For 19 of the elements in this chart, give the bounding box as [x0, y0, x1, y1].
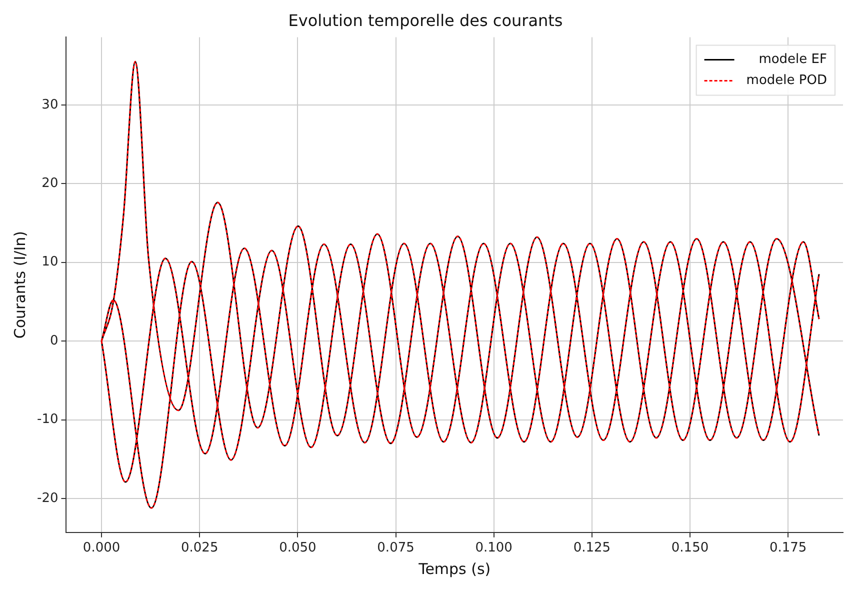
y-tick-label: -10: [37, 412, 58, 428]
chart-title: Evolution temporelle des courants: [288, 10, 563, 30]
x-tick-label: 0.100: [475, 540, 512, 556]
x-tick-label: 0.150: [671, 540, 709, 556]
x-axis-title: Temps (s): [418, 560, 491, 578]
legend-label: modele POD: [746, 73, 827, 88]
y-tick-label: 10: [42, 254, 58, 270]
legend-label: modele EF: [758, 52, 827, 68]
y-tick-label: 0: [50, 333, 58, 348]
y-tick-label: 20: [42, 176, 58, 192]
y-axis-title: Courants (I/In): [10, 230, 29, 339]
x-tick-label: 0.025: [181, 540, 218, 556]
x-tick-label: 0.175: [769, 540, 807, 556]
x-tick-label: 0.075: [377, 540, 414, 556]
y-tick-label: -20: [37, 490, 58, 506]
x-tick-label: 0.125: [573, 540, 611, 556]
y-tick-label: 30: [42, 97, 58, 112]
x-tick-label: 0.050: [279, 540, 316, 556]
x-tick-label: 0.000: [82, 540, 120, 556]
